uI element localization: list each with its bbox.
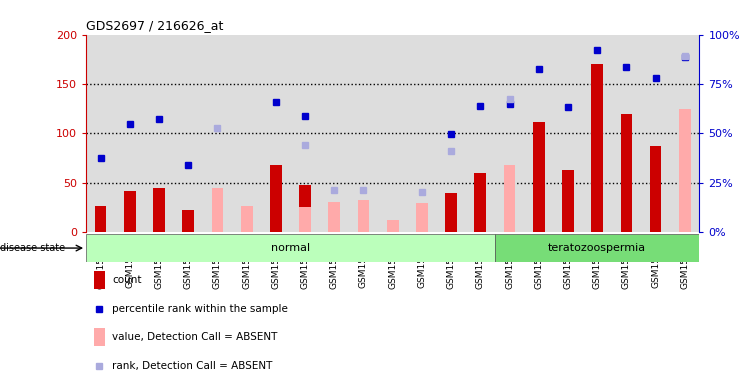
Bar xyxy=(270,165,282,232)
Bar xyxy=(466,35,495,232)
Bar xyxy=(592,64,603,232)
Text: disease state: disease state xyxy=(0,243,68,253)
Bar xyxy=(524,35,554,232)
Text: percentile rank within the sample: percentile rank within the sample xyxy=(112,304,288,314)
Bar xyxy=(95,205,106,232)
Bar xyxy=(562,170,574,232)
Text: teratozoospermia: teratozoospermia xyxy=(548,243,646,253)
Bar xyxy=(378,35,408,232)
Bar xyxy=(554,35,583,232)
Bar xyxy=(290,35,319,232)
Text: value, Detection Call = ABSENT: value, Detection Call = ABSENT xyxy=(112,332,278,342)
Bar xyxy=(261,35,290,232)
Bar xyxy=(115,35,144,232)
Bar xyxy=(319,35,349,232)
Bar xyxy=(174,35,203,232)
Bar xyxy=(328,202,340,232)
Bar xyxy=(86,234,495,262)
Bar xyxy=(621,114,632,232)
Bar xyxy=(474,173,486,232)
Bar xyxy=(495,35,524,232)
Bar xyxy=(583,35,612,232)
Bar xyxy=(650,146,661,232)
Bar xyxy=(299,207,311,232)
Bar xyxy=(533,122,545,232)
Bar xyxy=(670,35,699,232)
Bar xyxy=(232,35,261,232)
Bar xyxy=(203,35,232,232)
Bar xyxy=(387,220,399,232)
Bar xyxy=(495,234,699,262)
Bar xyxy=(445,193,457,232)
Text: normal: normal xyxy=(271,243,310,253)
Text: count: count xyxy=(112,275,141,285)
Bar xyxy=(144,35,174,232)
Bar xyxy=(679,109,690,232)
Bar xyxy=(241,205,253,232)
Bar xyxy=(212,188,224,232)
Bar xyxy=(124,191,135,232)
Bar xyxy=(299,185,311,232)
Bar xyxy=(612,35,641,232)
Bar xyxy=(503,165,515,232)
Bar xyxy=(183,210,194,232)
Bar xyxy=(86,35,115,232)
Text: rank, Detection Call = ABSENT: rank, Detection Call = ABSENT xyxy=(112,361,272,371)
Bar xyxy=(94,328,105,346)
Bar xyxy=(94,271,105,289)
Bar xyxy=(358,200,370,232)
Bar xyxy=(641,35,670,232)
Bar xyxy=(408,35,437,232)
Text: GDS2697 / 216626_at: GDS2697 / 216626_at xyxy=(86,19,224,32)
Bar xyxy=(437,35,466,232)
Bar xyxy=(349,35,378,232)
Bar xyxy=(416,203,428,232)
Bar xyxy=(153,188,165,232)
